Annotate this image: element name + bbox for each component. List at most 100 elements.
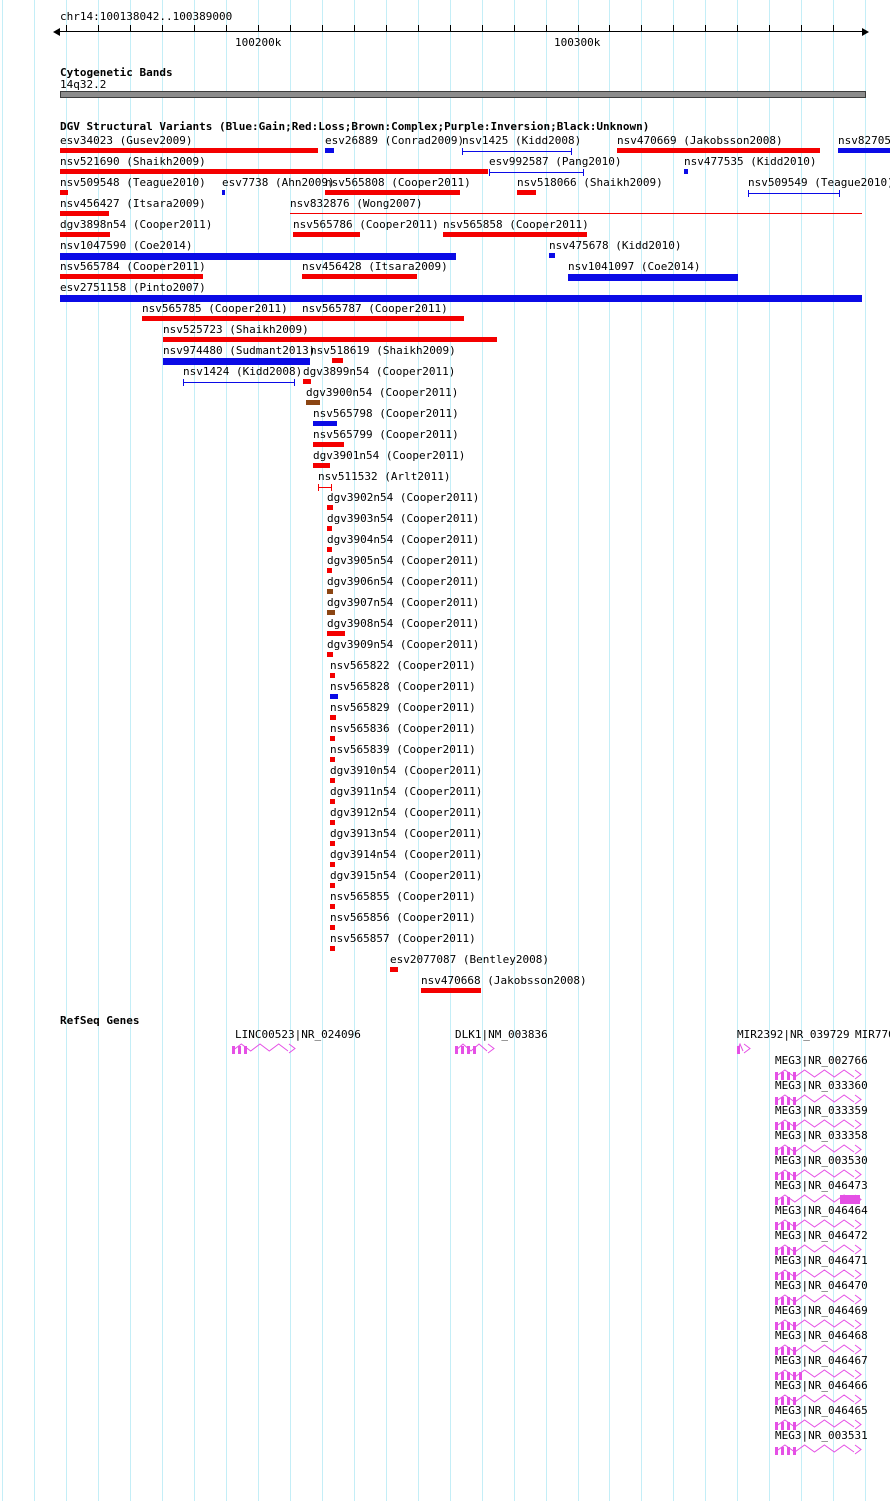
variant-bar[interactable] (327, 568, 332, 573)
variant-bar[interactable] (303, 379, 311, 384)
variant-bar[interactable] (313, 463, 330, 468)
gridline (385, 0, 387, 1501)
ruler-tick (801, 25, 803, 31)
variant-bar[interactable] (60, 211, 109, 216)
variant-label: nsv565785 (Cooper2011) (142, 302, 288, 315)
variant-label: nsv565828 (Cooper2011) (330, 680, 476, 693)
variant-bar[interactable] (318, 484, 332, 491)
variant-label: dgv3901n54 (Cooper2011) (313, 449, 466, 462)
variant-bar[interactable] (748, 190, 840, 197)
gene-model[interactable] (774, 1091, 862, 1105)
variant-bar[interactable] (330, 778, 335, 783)
gridline (98, 0, 100, 1501)
bracket-line (318, 487, 332, 488)
variant-bar[interactable] (60, 169, 488, 174)
variant-bar[interactable] (290, 213, 862, 214)
variant-bar[interactable] (332, 358, 343, 363)
variant-bar[interactable] (462, 148, 572, 155)
gene-model[interactable] (774, 1391, 862, 1405)
variant-bar[interactable] (302, 316, 464, 321)
ruler-tick (449, 25, 451, 31)
variant-bar[interactable] (60, 253, 456, 260)
variant-bar[interactable] (443, 232, 587, 237)
variant-bar[interactable] (302, 274, 417, 279)
gridline (513, 0, 515, 1501)
gene-model[interactable] (774, 1441, 862, 1455)
gene-model[interactable] (774, 1116, 862, 1130)
gene-model-glyph (231, 1043, 296, 1054)
gene-model[interactable] (774, 1216, 862, 1230)
variant-bar[interactable] (313, 421, 337, 426)
variant-bar[interactable] (325, 190, 460, 195)
variant-bar[interactable] (330, 799, 335, 804)
variant-bar[interactable] (330, 820, 335, 825)
variant-bar[interactable] (568, 274, 738, 281)
variant-bar[interactable] (517, 190, 536, 195)
variant-bar[interactable] (327, 652, 333, 657)
gene-model[interactable] (774, 1266, 862, 1280)
variant-bar[interactable] (313, 442, 344, 447)
variant-bar[interactable] (330, 883, 335, 888)
variant-label: dgv3911n54 (Cooper2011) (330, 785, 483, 798)
variant-bar[interactable] (183, 379, 295, 386)
variant-bar[interactable] (838, 148, 890, 153)
gene-model[interactable] (774, 1416, 862, 1430)
gene-model[interactable] (774, 1341, 862, 1355)
variant-bar[interactable] (330, 715, 336, 720)
variant-bar[interactable] (330, 673, 335, 678)
variant-label: esv2751158 (Pinto2007) (60, 281, 206, 294)
variant-bar[interactable] (330, 841, 335, 846)
variant-bar[interactable] (327, 631, 345, 636)
gene-model[interactable] (454, 1040, 495, 1054)
variant-bar[interactable] (330, 757, 335, 762)
variant-bar[interactable] (330, 946, 335, 951)
variant-bar[interactable] (421, 988, 481, 993)
gene-model[interactable] (774, 1316, 862, 1330)
variant-bar[interactable] (390, 967, 398, 972)
gene-model[interactable] (736, 1040, 751, 1054)
variant-bar[interactable] (330, 694, 338, 699)
variant-bar[interactable] (306, 400, 320, 405)
gene-model[interactable] (774, 1291, 862, 1305)
variant-bar[interactable] (163, 337, 497, 342)
variant-bar[interactable] (330, 925, 335, 930)
variant-bar[interactable] (222, 190, 225, 195)
gene-model[interactable] (774, 1166, 862, 1180)
gene-model[interactable] (774, 1141, 862, 1155)
gridline (737, 0, 739, 1501)
gene-model[interactable] (774, 1366, 862, 1380)
variant-bar[interactable] (330, 904, 335, 909)
cytoband-bar[interactable] (60, 91, 866, 98)
gridline (705, 0, 707, 1501)
variant-label: nsv456427 (Itsara2009) (60, 197, 206, 210)
ruler-tick (577, 25, 579, 31)
variant-bar[interactable] (327, 526, 332, 531)
gene-model[interactable] (774, 1241, 862, 1255)
variant-bar[interactable] (330, 736, 335, 741)
variant-bar[interactable] (549, 253, 555, 258)
ruler-tick (289, 25, 291, 31)
variant-bar[interactable] (142, 316, 330, 321)
bracket-left-tick (318, 484, 319, 491)
gene-model[interactable] (774, 1066, 862, 1080)
gene-model-glyph (774, 1369, 862, 1380)
variant-bar[interactable] (60, 232, 110, 237)
variant-bar[interactable] (60, 274, 203, 279)
variant-bar[interactable] (327, 589, 333, 594)
variant-bar[interactable] (327, 505, 333, 510)
variant-bar[interactable] (330, 862, 335, 867)
variant-bar[interactable] (60, 190, 68, 195)
gene-model[interactable] (231, 1040, 296, 1054)
variant-bar[interactable] (617, 148, 820, 153)
variant-bar[interactable] (489, 169, 584, 176)
variant-bar[interactable] (163, 358, 310, 365)
gene-model[interactable] (774, 1191, 862, 1205)
variant-bar[interactable] (60, 295, 862, 302)
variant-bar[interactable] (325, 148, 334, 153)
variant-bar[interactable] (684, 169, 688, 174)
bracket-line (748, 193, 840, 194)
variant-bar[interactable] (60, 148, 318, 153)
variant-bar[interactable] (293, 232, 360, 237)
variant-bar[interactable] (327, 610, 335, 615)
variant-bar[interactable] (327, 547, 332, 552)
